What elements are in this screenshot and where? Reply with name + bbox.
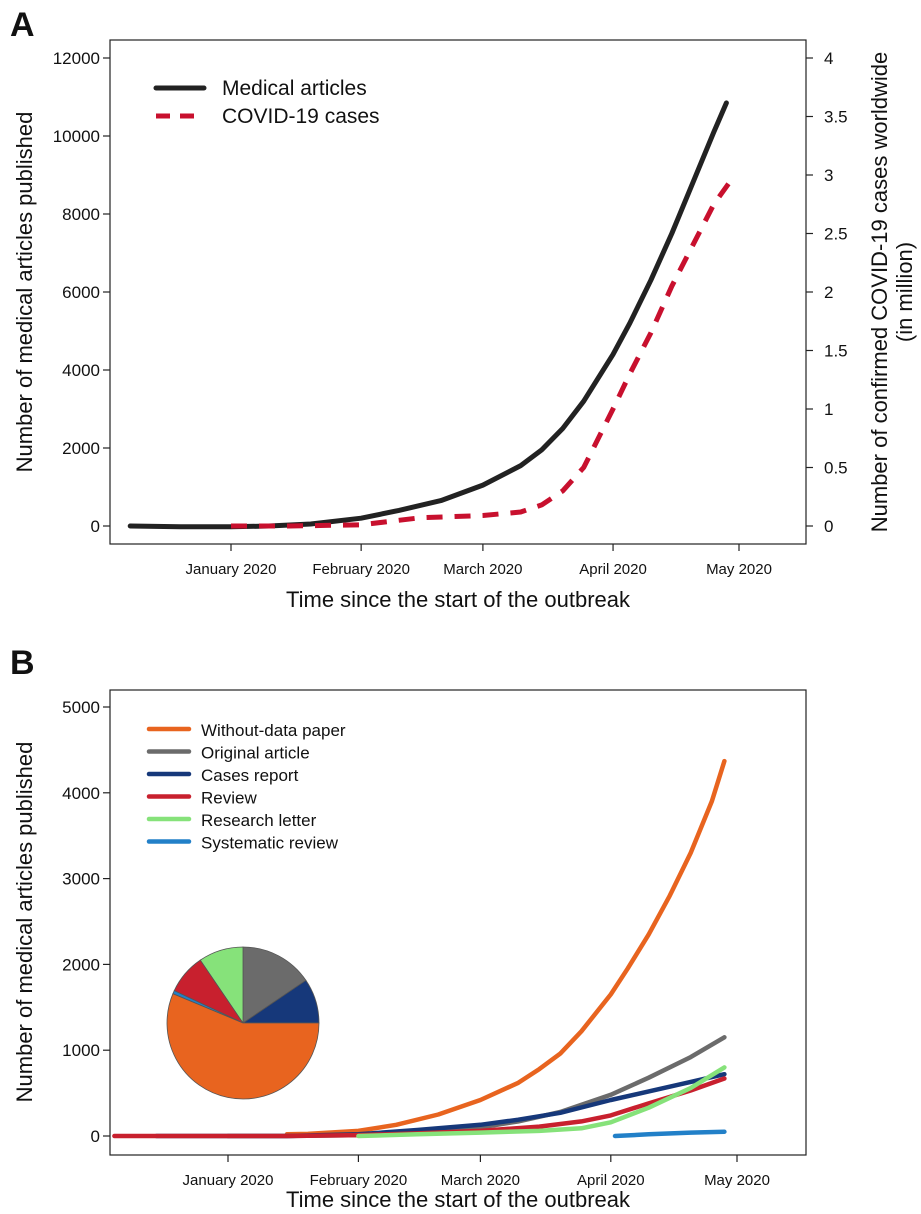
- y-tick-label: 2000: [62, 439, 100, 458]
- panel-b-plot-area: [109, 689, 807, 1156]
- y-tick-label: 8000: [62, 205, 100, 224]
- series-line-without-data-paper: [284, 758, 727, 1137]
- series-line-medical-articles: [127, 100, 729, 530]
- panel-a-plot-area: [109, 39, 807, 545]
- panel-a-y-axis-title: Number of medical articles published: [12, 112, 37, 473]
- panel-a-y2-axis: 0 0.5 1 1.5 2 2.5 3 3.5 4: [806, 49, 848, 536]
- x-tick-label: February 2020: [312, 561, 410, 578]
- y-tick-label: 2000: [62, 955, 100, 974]
- panel-b-legend: Without-data paper Original article Cases …: [146, 721, 346, 853]
- y-tick-label: 6000: [62, 283, 100, 302]
- x-tick-label: January 2020: [183, 1172, 274, 1189]
- x-tick-label: May 2020: [704, 1172, 770, 1189]
- y2-tick-label: 2.5: [824, 225, 848, 244]
- series-line-covid-19-cases: [231, 173, 737, 529]
- panel-a-x-axis-title: Time since the start of the outbreak: [286, 587, 631, 612]
- panel-b-x-axis-title: Time since the start of the outbreak: [286, 1187, 631, 1212]
- y-tick-label: 10000: [53, 127, 100, 146]
- panel-a-y2-axis-title-line1: Number of confirmed COVID-19 cases world…: [867, 52, 892, 533]
- y-tick-label: 1000: [62, 1041, 100, 1060]
- x-tick-label: March 2020: [443, 561, 522, 578]
- panel-a-y2-axis-title-line2: (in million): [892, 242, 917, 342]
- y-tick-label: 12000: [53, 49, 100, 68]
- panel-a-y-axis: 0 2000 4000 6000 8000 10000 12000: [53, 49, 110, 536]
- y-tick-label: 4000: [62, 361, 100, 380]
- series-line-research-letter: [356, 1065, 727, 1139]
- panel-b-x-axis: January 2020 February 2020 March 2020 April…: [183, 1155, 770, 1189]
- legend-label-review: Review: [201, 789, 257, 808]
- x-tick-label: January 2020: [186, 561, 277, 578]
- legend-label-without-data-paper: Without-data paper: [201, 721, 346, 740]
- pie-slice-without-data-paper: [166, 993, 320, 1100]
- panel-a-letter: A: [10, 6, 35, 44]
- y2-tick-label: 1: [824, 400, 833, 419]
- y-tick-label: 0: [91, 517, 100, 536]
- x-tick-label: May 2020: [706, 561, 772, 578]
- legend-label-covid-19-cases: COVID-19 cases: [222, 105, 380, 128]
- panel-b-inset-pie: [166, 946, 320, 1100]
- panel-a-series: [127, 100, 737, 530]
- panel-b-y-axis-title: Number of medical articles published: [12, 742, 37, 1103]
- y-tick-label: 5000: [62, 698, 100, 717]
- panel-a: A 0 2000 4000 6000 8000 10000 12000 0 0.5 1 1.5 2 2…: [10, 6, 917, 612]
- x-tick-label: April 2020: [579, 561, 647, 578]
- panel-a-legend: Medical articles COVID-19 cases: [153, 77, 380, 128]
- y2-tick-label: 3.5: [824, 108, 848, 127]
- pie-slice-original-article: [242, 946, 307, 1024]
- legend-label-cases-report: Cases report: [201, 766, 299, 785]
- y-tick-label: 4000: [62, 784, 100, 803]
- y-tick-label: 3000: [62, 870, 100, 889]
- legend-label-medical-articles: Medical articles: [222, 77, 367, 100]
- y2-tick-label: 1.5: [824, 342, 848, 361]
- panel-b-letter: B: [10, 644, 35, 682]
- y2-tick-label: 4: [824, 49, 833, 68]
- y2-tick-label: 0: [824, 517, 833, 536]
- y2-tick-label: 0.5: [824, 459, 848, 478]
- panel-b-y-axis: 0 1000 2000 3000 4000 5000: [62, 698, 110, 1146]
- x-tick-label: March 2020: [441, 1172, 520, 1189]
- legend-label-research-letter: Research letter: [201, 811, 317, 830]
- legend-label-systematic-review: Systematic review: [201, 834, 339, 853]
- legend-label-original-article: Original article: [201, 744, 310, 763]
- panel-b-series: [112, 758, 727, 1139]
- y2-tick-label: 3: [824, 166, 833, 185]
- series-line-systematic-review: [612, 1129, 727, 1139]
- x-tick-label: February 2020: [310, 1172, 408, 1189]
- y-tick-label: 0: [91, 1127, 100, 1146]
- panel-a-x-axis: January 2020 February 2020 March 2020 April…: [186, 544, 772, 578]
- y2-tick-label: 2: [824, 283, 833, 302]
- x-tick-label: April 2020: [577, 1172, 645, 1189]
- panel-b: B 0 1000 2000 3000 4000 5000 January 2020 Febr…: [10, 644, 807, 1212]
